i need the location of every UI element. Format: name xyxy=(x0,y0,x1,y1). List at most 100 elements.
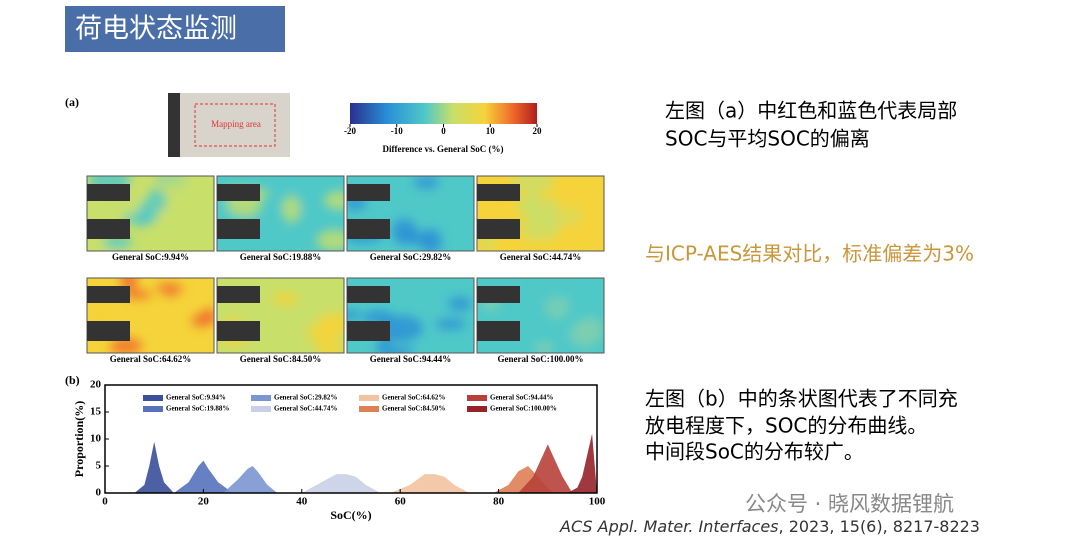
note: 中间段SoC的分布较广。 xyxy=(645,440,864,464)
electrode xyxy=(87,321,130,341)
map-blob xyxy=(87,202,124,217)
map-blob xyxy=(153,283,189,297)
legend-label: General SoC:64.62% xyxy=(382,394,445,402)
map-blob xyxy=(412,176,440,189)
electrode xyxy=(217,321,260,341)
legend-swatch xyxy=(143,395,163,401)
heat-map xyxy=(86,277,215,354)
note: 左图（b）中的条状图代表了不同充 xyxy=(645,387,958,411)
distribution xyxy=(223,466,278,493)
map-blobs xyxy=(477,176,582,251)
y-tick-label: 0 xyxy=(96,487,102,499)
colorbar-tick-label: -20 xyxy=(344,126,356,136)
electrode xyxy=(87,286,130,303)
map-blob xyxy=(316,229,344,251)
heat-map xyxy=(346,175,475,252)
electrode xyxy=(347,286,390,303)
note: 左图（a）中红色和蓝色代表局部 xyxy=(665,99,957,123)
legend-swatch xyxy=(251,406,271,412)
map-frame xyxy=(216,175,345,252)
electrode xyxy=(477,321,520,341)
panel-label: (b) xyxy=(65,373,80,387)
y-tick-label: 10 xyxy=(90,433,102,445)
legend-label: General SoC:44.74% xyxy=(274,405,337,413)
x-tick-label: 20 xyxy=(198,496,210,508)
map-blob xyxy=(477,236,496,248)
map-blob xyxy=(511,176,555,192)
map-blob xyxy=(124,289,152,301)
map-blob xyxy=(179,282,206,301)
slide-title: 荷电状态监测 xyxy=(75,14,237,45)
legend-label: General SoC:100.00% xyxy=(490,405,557,413)
electrode xyxy=(217,219,260,239)
map-frame xyxy=(216,277,345,354)
citation-journal: ACS Appl. Mater. Interfaces xyxy=(559,517,779,536)
x-tick-label: 40 xyxy=(296,496,308,508)
legend-swatch xyxy=(143,406,163,412)
x-tick-label: 80 xyxy=(493,496,505,508)
legend-label: General SoC:9.94% xyxy=(166,394,226,402)
legend-swatch xyxy=(467,406,487,412)
colorbar-tick-label: 10 xyxy=(486,126,496,136)
map-label: General SoC:84.50% xyxy=(240,354,322,364)
map-blob xyxy=(415,300,434,314)
map-blob xyxy=(535,278,571,301)
map-blob xyxy=(521,215,560,242)
map-frame xyxy=(346,277,475,354)
map-frame xyxy=(476,175,605,252)
colorbar-tick-label: 20 xyxy=(533,126,543,136)
x-tick-label: 0 xyxy=(102,496,108,508)
legend-swatch xyxy=(359,406,379,412)
note: SOC与平均SOC的偏离 xyxy=(665,127,870,151)
distribution xyxy=(173,460,233,493)
map-blob xyxy=(277,312,298,330)
map-frame xyxy=(86,277,215,354)
heat-map xyxy=(216,175,345,252)
electrode xyxy=(477,219,520,239)
x-tick-label: 60 xyxy=(395,496,407,508)
mapping-box xyxy=(194,103,276,147)
legend-swatch xyxy=(467,395,487,401)
map-blob xyxy=(437,181,458,192)
distribution xyxy=(390,474,470,493)
legend-label: General SoC:19.88% xyxy=(166,405,229,413)
map-blob xyxy=(347,309,362,320)
map-blob xyxy=(434,318,467,330)
legend-label: General SoC:94.44% xyxy=(490,394,553,402)
distribution xyxy=(134,441,174,493)
electrode xyxy=(217,184,260,201)
map-blob xyxy=(391,281,421,298)
map-label: General SoC:100.00% xyxy=(498,354,584,364)
map-blob xyxy=(416,278,435,294)
map-blob xyxy=(242,239,259,251)
distribution xyxy=(567,433,597,493)
map-blob xyxy=(191,314,210,328)
map-label: General SoC:94.44% xyxy=(370,354,452,364)
map-label: General SoC:19.88% xyxy=(240,252,322,262)
map-blob xyxy=(359,176,378,184)
colorbar-label: Difference vs. General SoC (%) xyxy=(382,144,503,154)
map-blob xyxy=(577,316,604,341)
map-blob xyxy=(274,176,300,187)
title-box xyxy=(65,6,285,52)
map-blob xyxy=(282,195,301,223)
legend-label: General SoC:84.50% xyxy=(382,405,445,413)
heat-map xyxy=(476,175,605,252)
map-blob xyxy=(156,178,189,198)
map-blob xyxy=(306,323,338,344)
photo-tab xyxy=(168,93,180,157)
map-blob xyxy=(124,313,166,326)
electrode xyxy=(87,219,130,239)
distribution xyxy=(301,474,381,493)
legend-label: General SoC:29.82% xyxy=(274,394,337,402)
map-blob xyxy=(109,337,143,353)
map-blobs xyxy=(347,278,472,353)
map-label: General SoC:44.74% xyxy=(500,252,582,262)
x-axis-label: SoC(%) xyxy=(330,508,371,522)
y-tick-label: 15 xyxy=(90,406,102,418)
panel-label: (a) xyxy=(65,95,79,109)
heat-map xyxy=(216,277,345,354)
electrode xyxy=(477,184,520,201)
colorbar xyxy=(350,103,537,124)
